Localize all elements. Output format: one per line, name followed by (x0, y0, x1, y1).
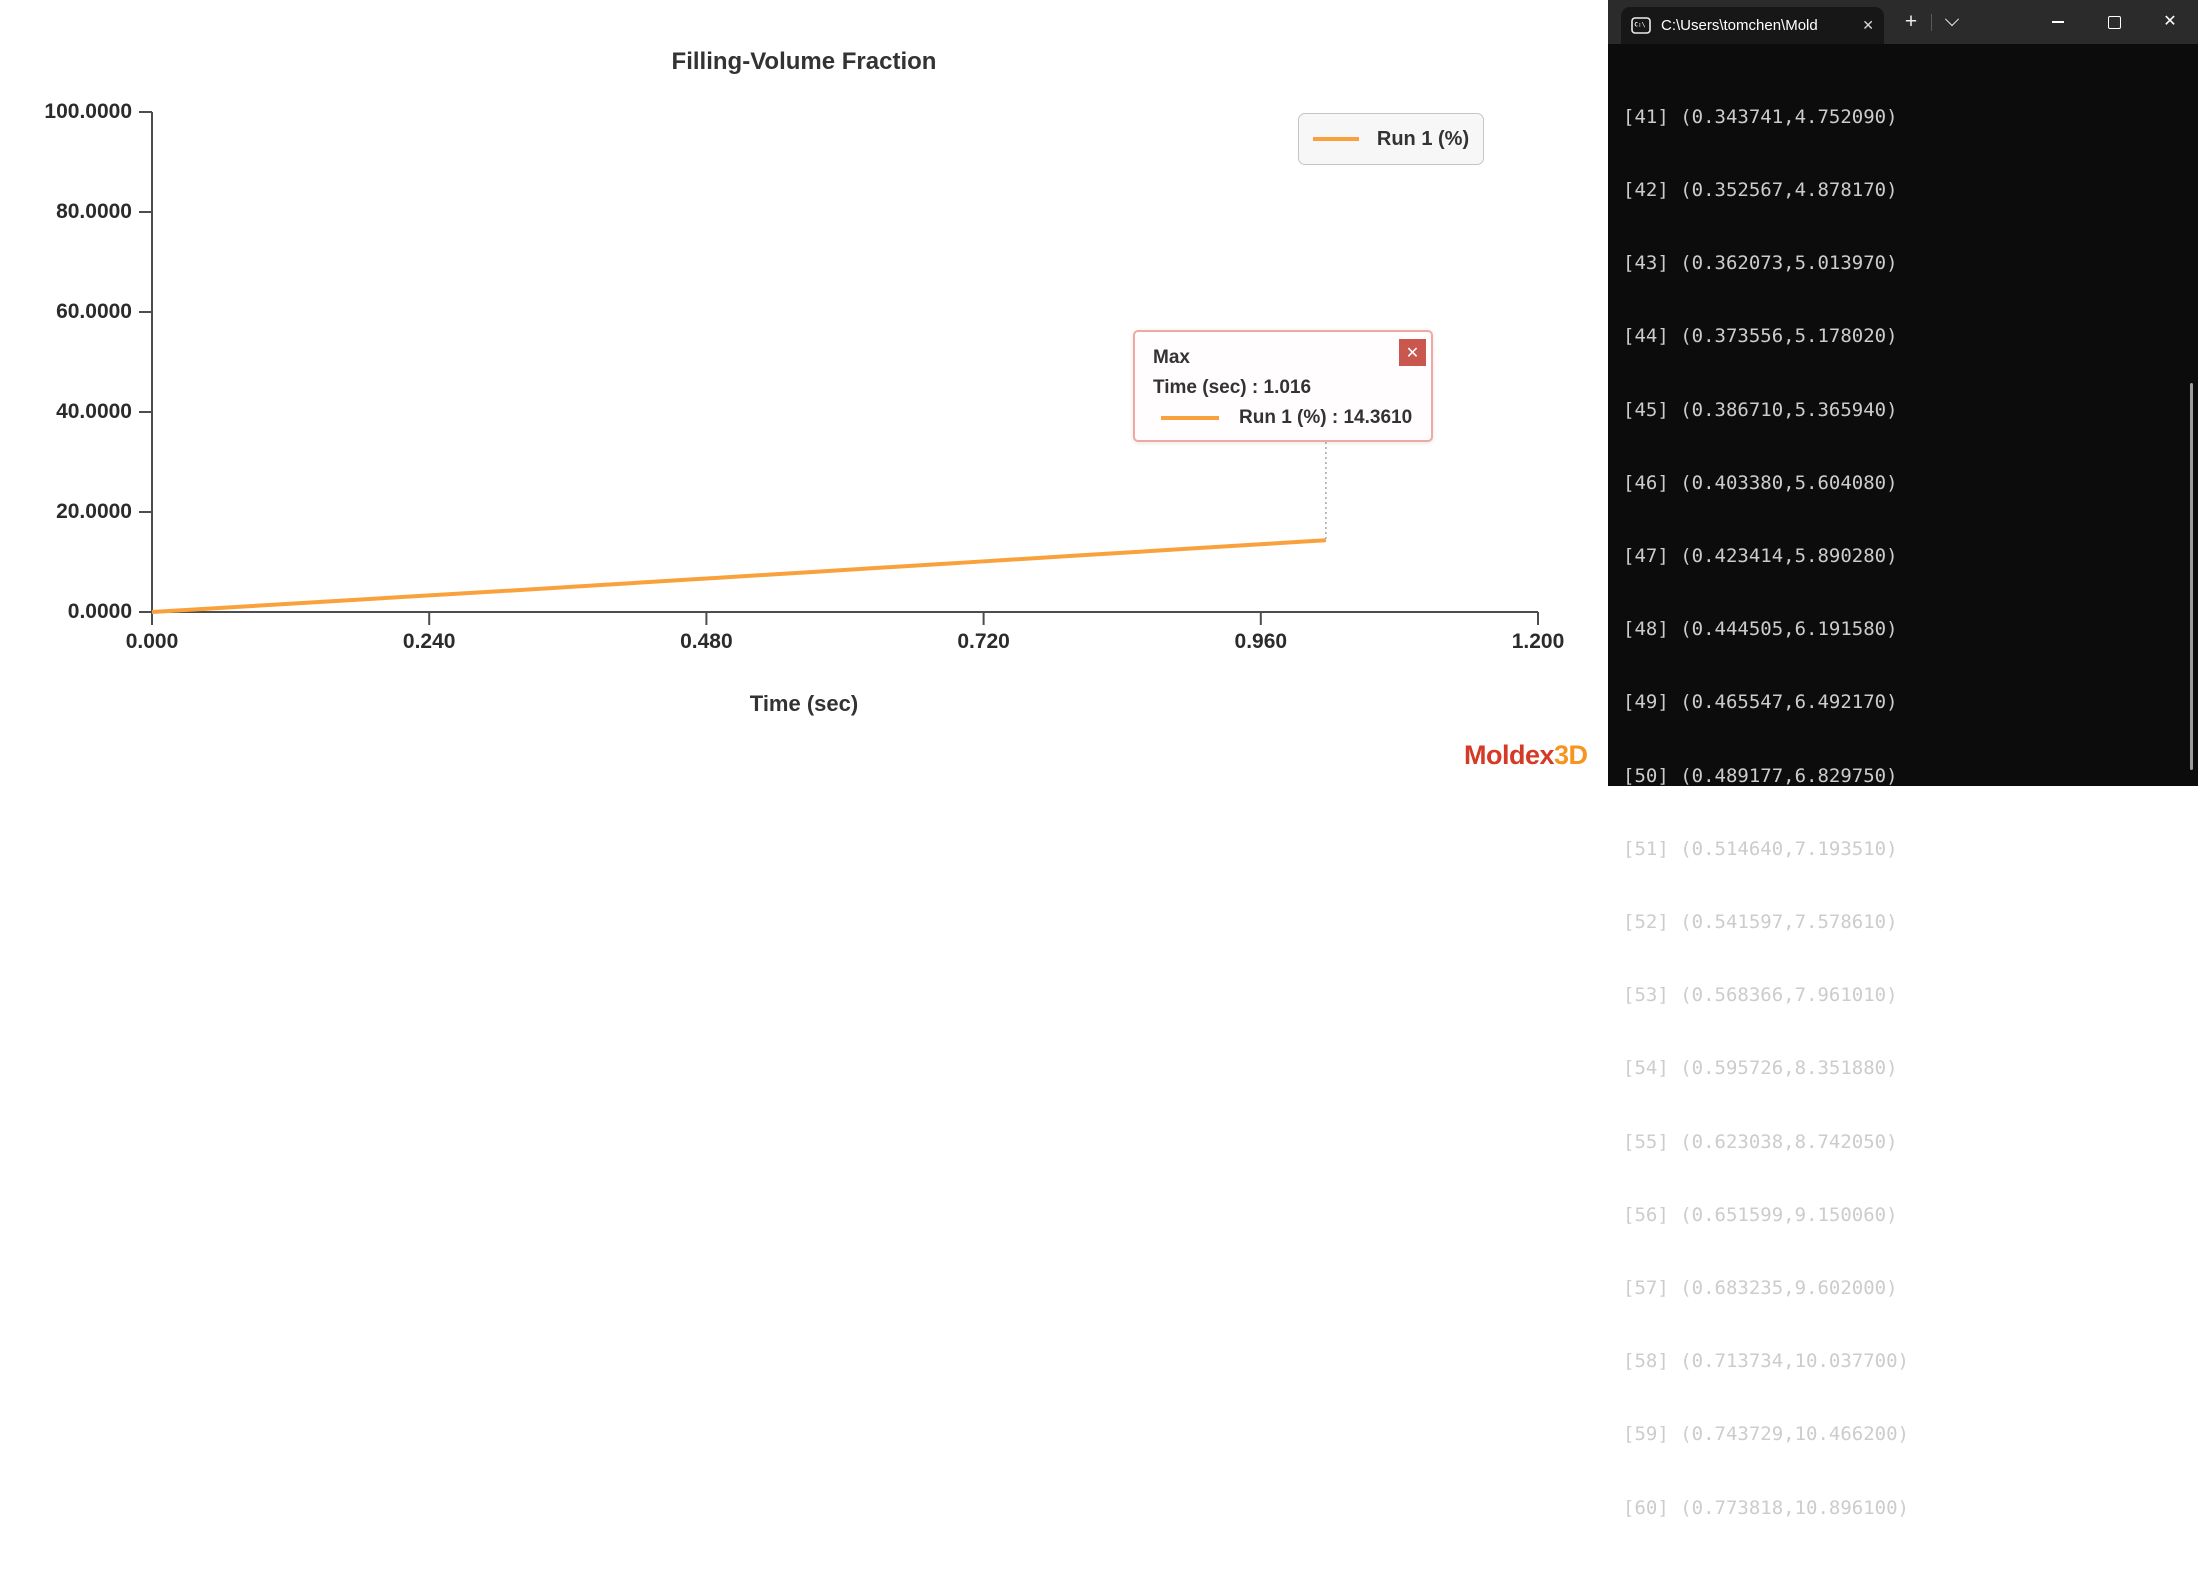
window-controls: ✕ (2030, 0, 2198, 44)
terminal-line: [61] (0.808356,11.389400) (1623, 1569, 1909, 1572)
terminal-line: [49] (0.465547,6.492170) (1623, 691, 1898, 714)
x-tick-label: 0.000 (125, 630, 179, 653)
terminal-line: [48] (0.444505,6.191580) (1623, 618, 1898, 641)
terminal-line: [52] (0.541597,7.578610) (1623, 911, 1898, 934)
y-tick-label: 0.0000 (67, 600, 132, 623)
y-tick-label: 100.0000 (44, 100, 132, 123)
tab-close-button[interactable]: ✕ (1862, 17, 1874, 33)
terminal-line: [45] (0.386710,5.365940) (1623, 398, 1898, 421)
minimize-icon (2052, 21, 2064, 23)
terminal-line: [55] (0.623038,8.742050) (1623, 1130, 1898, 1153)
terminal-line: [42] (0.352567,4.878170) (1623, 179, 1898, 202)
legend: Run 1 (%) (1298, 113, 1484, 165)
x-tick-label: 0.720 (957, 630, 1010, 653)
y-tick-label: 20.0000 (56, 500, 132, 523)
tab-dropdown-button[interactable] (1935, 4, 1969, 41)
terminal-line: [50] (0.489177,6.829750) (1623, 764, 1898, 787)
close-button[interactable]: ✕ (2142, 0, 2198, 44)
series-color-swatch-icon (1161, 416, 1219, 420)
moldex3d-logo: Moldex3D (1464, 740, 1588, 771)
x-tick-label: 0.240 (402, 630, 456, 653)
logo-text-red: Moldex (1464, 740, 1555, 770)
tooltip-value-text: Run 1 (%) : 14.3610 (1239, 407, 1413, 428)
series-line-run-1- (151, 538, 1327, 614)
terminal-line: [59] (0.743729,10.466200) (1623, 1423, 1909, 1446)
terminal-content: [41] (0.343741,4.752090) [42] (0.352567,… (1623, 56, 1909, 1572)
tooltip-title: Max (1153, 347, 1190, 368)
chart-panel: Filling-Volume Fraction Time (sec) Run 1… (0, 0, 1608, 786)
logo-text-orange: 3D (1554, 740, 1588, 770)
tooltip-close-button[interactable]: ✕ (1399, 339, 1426, 366)
terminal-line: [53] (0.568366,7.961010) (1623, 984, 1898, 1007)
close-icon: ✕ (2163, 13, 2177, 30)
plot-area (139, 111, 1539, 625)
max-point-tooltip: Max Time (sec) : 1.016 Run 1 (%) : 14.36… (1133, 330, 1433, 442)
terminal-line: [41] (0.343741,4.752090) (1623, 105, 1898, 128)
tab-title: C:\Users\tomchen\Mold (1661, 17, 1818, 34)
terminal-scrollbar-thumb[interactable] (2190, 383, 2193, 770)
x-tick-label: 1.200 (1511, 630, 1565, 653)
series-color-swatch-icon (1312, 137, 1359, 141)
terminal-line: [43] (0.362073,5.013970) (1623, 252, 1898, 275)
terminal-titlebar: C:\ C:\Users\tomchen\Mold ✕ + ✕ (1608, 0, 2198, 44)
terminal-line: [46] (0.403380,5.604080) (1623, 471, 1898, 494)
maximize-button[interactable] (2086, 0, 2142, 44)
command-prompt-icon: C:\ (1631, 17, 1651, 34)
terminal-line: [57] (0.683235,9.602000) (1623, 1277, 1898, 1300)
terminal-line: [54] (0.595726,8.351880) (1623, 1057, 1898, 1080)
y-tick-label: 80.0000 (56, 200, 132, 223)
maximize-icon (2107, 15, 2121, 29)
minimize-button[interactable] (2030, 0, 2086, 44)
terminal-line: [51] (0.514640,7.193510) (1623, 837, 1898, 860)
chart-title: Filling-Volume Fraction (671, 48, 937, 75)
terminal-line: [58] (0.713734,10.037700) (1623, 1350, 1909, 1373)
legend-label: Run 1 (%) (1376, 127, 1470, 150)
tooltip-time-line: Time (sec) : 1.016 (1153, 377, 1312, 398)
x-tick-label: 0.480 (680, 630, 733, 653)
chevron-down-icon (1944, 12, 1960, 27)
terminal-line: [47] (0.423414,5.890280) (1623, 545, 1898, 568)
terminal-line: [60] (0.773818,10.896100) (1623, 1496, 1909, 1519)
y-tick-label: 60.0000 (56, 300, 132, 323)
tooltip-value-line: Run 1 (%) : 14.3610 (1153, 403, 1431, 433)
terminal-tab[interactable]: C:\ C:\Users\tomchen\Mold ✕ (1621, 7, 1884, 44)
command-prompt-icon-text: C:\ (1634, 22, 1645, 29)
close-icon: ✕ (1405, 344, 1420, 362)
terminal-line: [44] (0.373556,5.178020) (1623, 325, 1898, 348)
new-tab-button[interactable]: + (1904, 10, 1918, 33)
terminal-window[interactable]: C:\ C:\Users\tomchen\Mold ✕ + ✕ [41] (0.… (1608, 0, 2198, 1572)
terminal-line: [56] (0.651599,9.150060) (1623, 1203, 1898, 1226)
titlebar-separator (1931, 13, 1932, 31)
x-tick-label: 0.960 (1234, 630, 1288, 653)
x-axis-title: Time (sec) (749, 691, 859, 716)
y-tick-label: 40.0000 (56, 400, 132, 423)
